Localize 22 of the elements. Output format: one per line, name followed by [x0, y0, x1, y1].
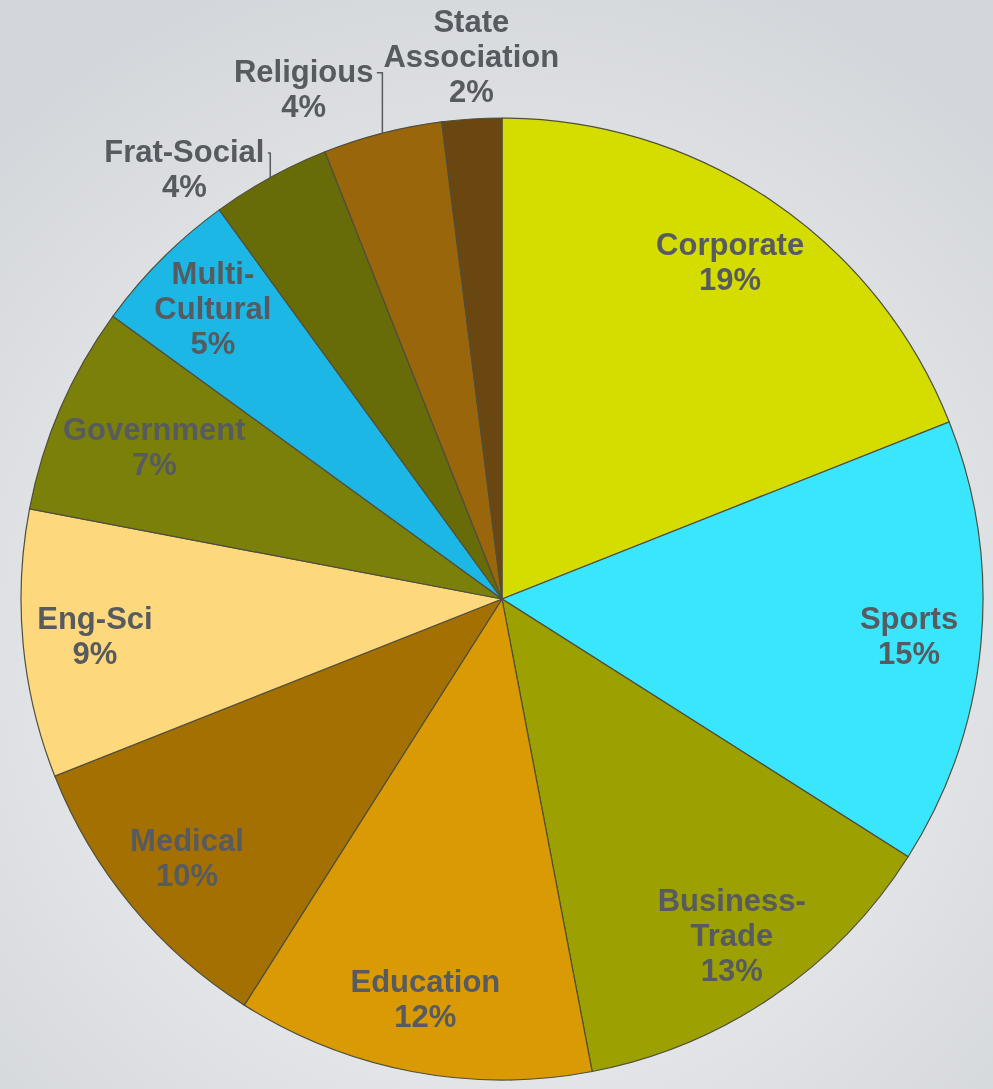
data-label: 10%	[155, 858, 218, 894]
data-label: 7%	[131, 447, 177, 483]
data-label: 19%	[699, 261, 762, 297]
slice-label: Medical	[130, 823, 244, 859]
slice-label: Business-Trade	[657, 883, 806, 954]
data-label: 9%	[72, 635, 118, 671]
slice-label: Frat-Social	[104, 133, 265, 169]
slice-label: Multi-Cultural	[154, 255, 272, 326]
data-label: 13%	[700, 953, 763, 989]
data-label: 15%	[878, 635, 941, 671]
slice-label: State Association	[383, 4, 560, 75]
data-label: 4%	[161, 168, 207, 204]
data-label: 12%	[394, 999, 457, 1035]
data-label: 5%	[190, 325, 236, 361]
data-label: 4%	[281, 88, 327, 124]
slice-label: Government	[63, 412, 246, 448]
slice-label: Sports	[859, 600, 959, 636]
slice-label: Education	[350, 964, 501, 1000]
slice-label: Eng-Sci	[37, 600, 153, 636]
data-label: 2%	[448, 74, 494, 110]
slice-label: Religious	[233, 53, 374, 89]
slice-label: Corporate	[656, 226, 805, 262]
